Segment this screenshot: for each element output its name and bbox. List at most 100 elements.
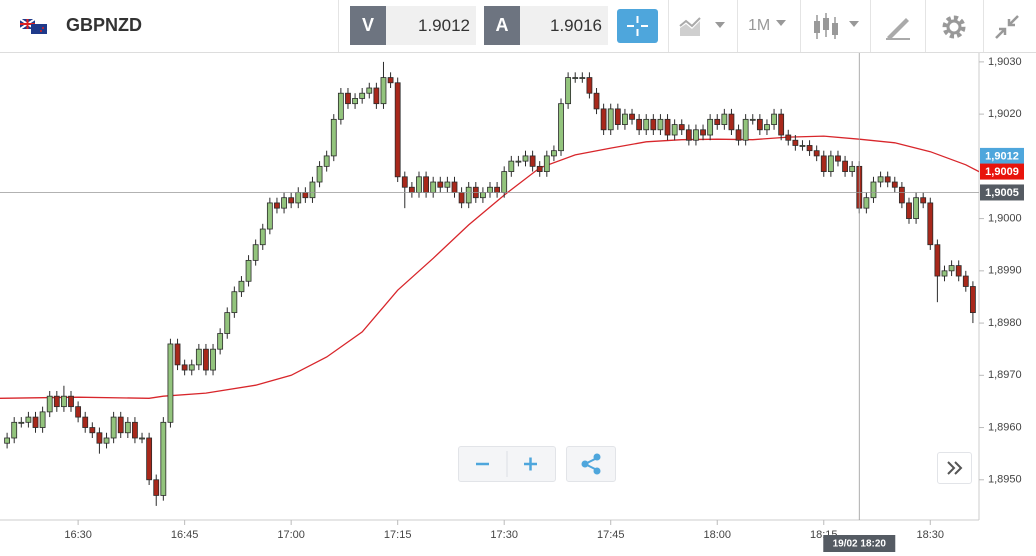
- candle-body: [600, 108, 607, 131]
- x-tick-label: 16:30: [64, 529, 92, 541]
- candle-body: [969, 286, 976, 314]
- zoom-controls: [458, 446, 556, 482]
- candle-body: [948, 265, 955, 272]
- candle-body: [188, 364, 195, 371]
- price-marker: [980, 163, 1024, 180]
- crosshair-button[interactable]: [617, 9, 658, 43]
- candle-body: [103, 437, 110, 444]
- candle-body: [835, 155, 841, 162]
- candle-body: [671, 124, 678, 136]
- candle-body: [146, 437, 153, 481]
- chart-type-button[interactable]: [678, 14, 730, 38]
- candle-body: [266, 202, 273, 230]
- candle-body: [167, 343, 174, 423]
- candle-body: [842, 160, 848, 172]
- y-tick-label: 1,8980: [988, 317, 1022, 329]
- candle-body: [479, 192, 486, 199]
- settings-button[interactable]: [940, 13, 968, 41]
- candle-body: [39, 411, 46, 428]
- candle-body: [700, 129, 706, 136]
- candle-body: [401, 176, 408, 188]
- x-tick-label: 17:45: [597, 529, 625, 541]
- candle-body: [309, 181, 316, 199]
- candle-body: [877, 176, 884, 183]
- candle-body: [721, 113, 728, 125]
- candle-body: [259, 228, 266, 246]
- candle-body: [394, 82, 401, 178]
- candle-body: [501, 171, 508, 193]
- candle-body: [551, 150, 557, 157]
- candle-style-button[interactable]: [813, 13, 861, 41]
- candle-body: [898, 186, 905, 204]
- candle-body: [579, 77, 586, 79]
- y-tick-label: 1,9020: [988, 108, 1022, 120]
- candle-body: [629, 113, 635, 120]
- toolbar: GBPNZD V 1.9012 A 1.9016 1M: [0, 0, 1036, 53]
- candle-body: [693, 129, 699, 141]
- candle-body: [927, 202, 934, 246]
- candle-body: [863, 197, 870, 209]
- x-tick-label: 17:15: [384, 529, 412, 541]
- candle-body: [941, 270, 948, 277]
- candle-body: [891, 181, 898, 188]
- candle-body: [778, 113, 785, 136]
- drawing-button[interactable]: [884, 13, 912, 41]
- timeframe-caret[interactable]: [776, 20, 788, 28]
- y-tick-label: 1,8960: [988, 421, 1022, 433]
- candle-body: [181, 364, 188, 371]
- candle-body: [565, 77, 572, 105]
- candle-body: [4, 437, 11, 444]
- candle-body: [558, 103, 564, 152]
- candle-body: [444, 181, 451, 188]
- candle-body: [224, 312, 231, 334]
- candle-body: [203, 348, 209, 371]
- candle-body: [437, 181, 444, 188]
- candle-body: [352, 98, 358, 105]
- candle-body: [110, 416, 117, 439]
- candle-body: [295, 192, 302, 204]
- candle-body: [515, 160, 522, 163]
- candle-body: [160, 421, 167, 496]
- candle-body: [934, 244, 941, 277]
- zoom-in[interactable]: [524, 457, 537, 471]
- x-tick-label: 17:30: [490, 529, 518, 541]
- candle-body: [316, 165, 323, 183]
- y-tick-label: 1,9000: [988, 212, 1022, 224]
- candle-body: [685, 129, 692, 141]
- candle-body: [586, 77, 593, 94]
- candle-body: [870, 181, 877, 199]
- candle-body: [423, 176, 429, 193]
- y-tick-label: 1,8990: [988, 265, 1022, 277]
- candle-body: [53, 395, 60, 408]
- candle-body: [302, 192, 309, 199]
- candle-body: [657, 118, 664, 131]
- collapse-button[interactable]: [994, 14, 1020, 40]
- separator: [668, 0, 669, 52]
- crosshair-time-label: 19/02 18:20: [833, 539, 887, 550]
- candle-body: [387, 77, 394, 84]
- scroll-latest-button[interactable]: [937, 452, 972, 484]
- candle-body: [288, 197, 295, 204]
- separator: [870, 0, 871, 52]
- ask-label[interactable]: A: [484, 6, 520, 45]
- candle-body: [813, 150, 820, 157]
- share-button[interactable]: [566, 446, 616, 482]
- candle-body: [728, 113, 735, 131]
- candle-body: [806, 145, 813, 152]
- ask-price[interactable]: 1.9016: [520, 6, 608, 45]
- price-marker: [980, 147, 1024, 164]
- candle-body: [884, 176, 891, 183]
- timeframe[interactable]: 1M: [748, 17, 771, 34]
- candle-body: [536, 165, 543, 172]
- candle-body: [465, 186, 472, 204]
- candle-body: [607, 108, 614, 131]
- price-marker-label: 1,9009: [985, 166, 1019, 178]
- flag-icon: [20, 19, 47, 34]
- bid-label[interactable]: V: [350, 6, 386, 45]
- price-marker-label: 1,9012: [985, 150, 1019, 162]
- candle-body: [337, 92, 344, 120]
- candle-body: [366, 87, 373, 94]
- bid-price[interactable]: 1.9012: [386, 6, 476, 45]
- candle-body: [380, 77, 387, 105]
